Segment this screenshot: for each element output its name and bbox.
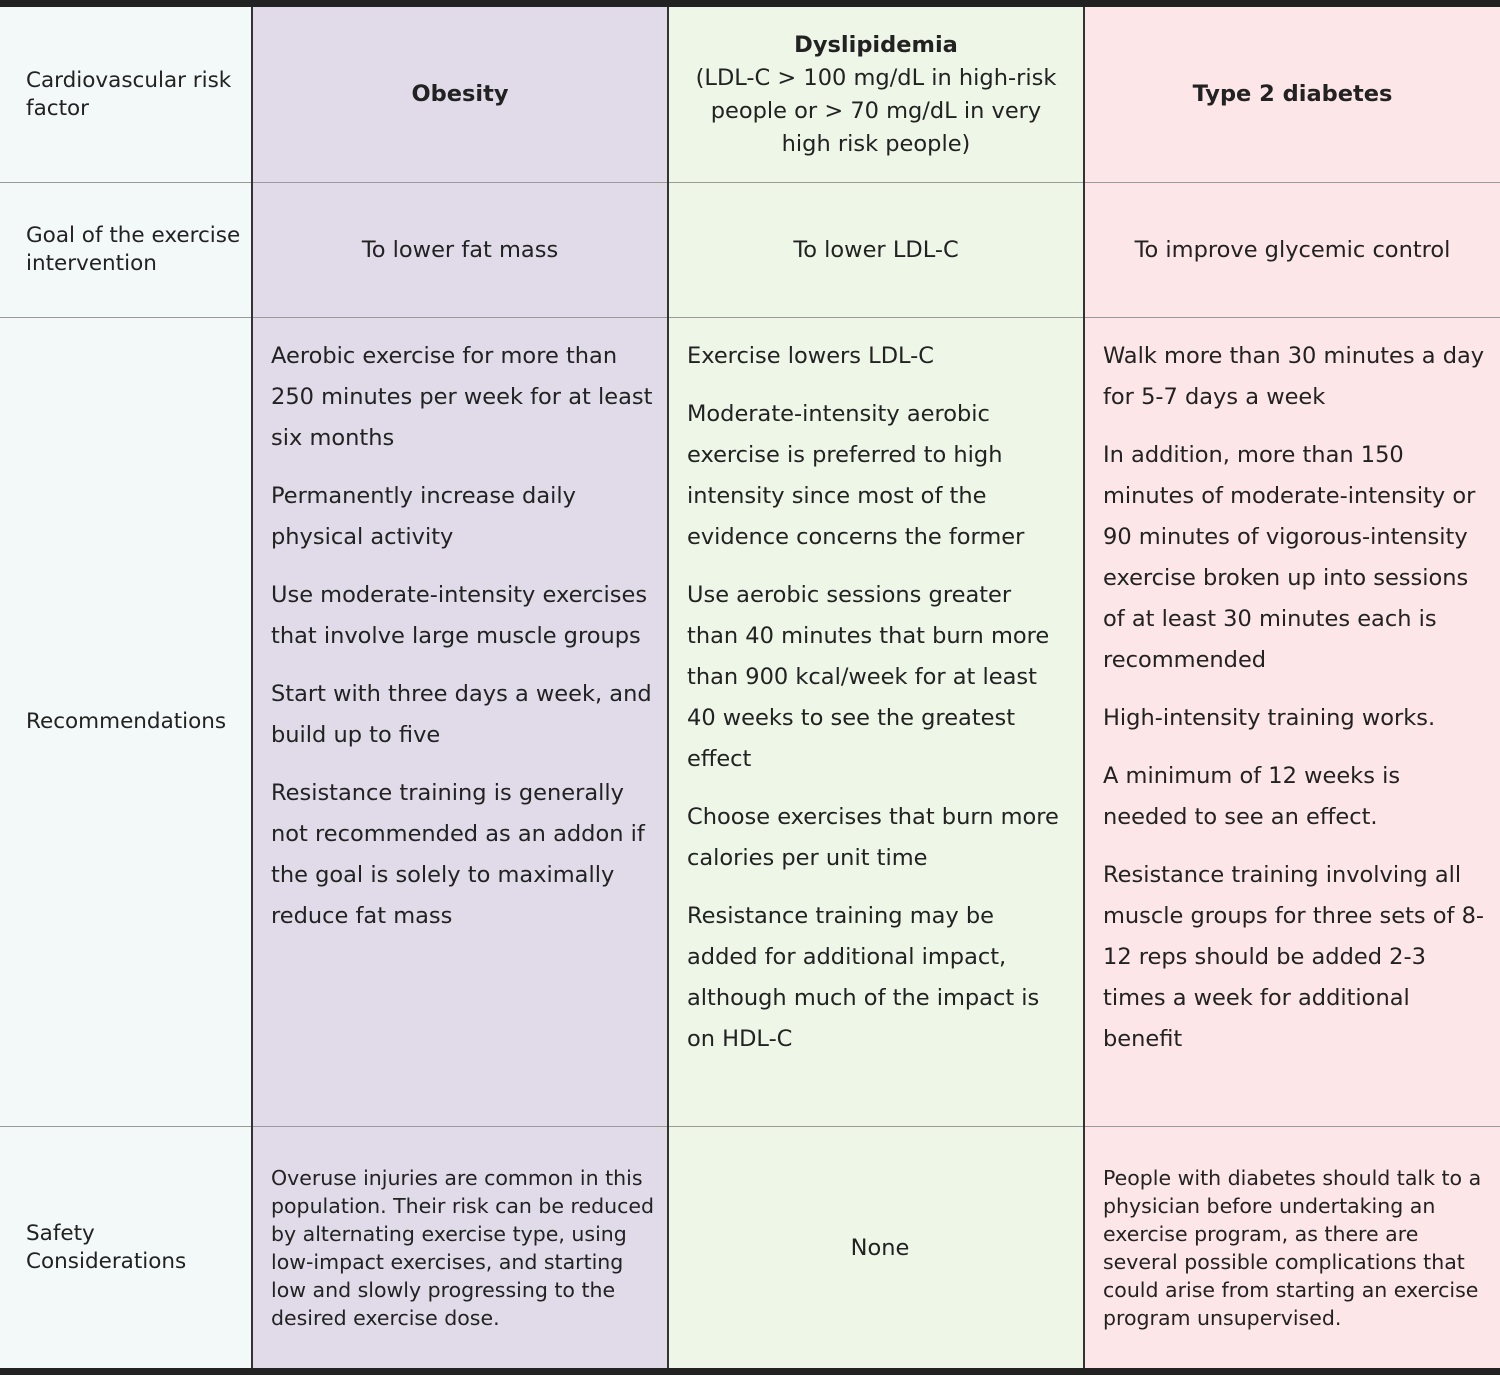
header-diabetes: Type 2 diabetes <box>1083 3 1500 183</box>
recommendation-item: Start with three days a week, and build … <box>271 681 652 748</box>
header-obesity: Obesity <box>251 3 668 183</box>
recommendation-item: Resistance training involving all muscle… <box>1103 862 1485 1052</box>
recommendation-item: Resistance training may be added for add… <box>687 903 1040 1052</box>
row-label: Recommendations <box>0 317 252 1127</box>
safety-dyslipidemia: None <box>667 1126 1084 1372</box>
goal-obesity: To lower fat mass <box>251 182 668 318</box>
recommendation-item: Permanently increase daily physical acti… <box>271 483 576 550</box>
recommendation-item: Use moderate-intensity exercises that in… <box>271 582 648 649</box>
header-dyslipidemia: Dyslipidemia (LDL-C > 100 mg/dL in high-r… <box>667 3 1084 183</box>
recommendation-item: Walk more than 30 minutes a day for 5-7 … <box>1103 343 1485 410</box>
goal-diabetes: To improve glycemic control <box>1083 182 1500 318</box>
row-label: Goal of the exercise intervention <box>0 182 252 318</box>
header-dyslipidemia-subtitle: (LDL-C > 100 mg/dL in high-risk people o… <box>695 64 1057 157</box>
recommendation-item: High-intensity training works. <box>1103 705 1436 731</box>
recommendation-item: A minimum of 12 weeks is needed to see a… <box>1103 763 1401 830</box>
goal-dyslipidemia: To lower LDL-C <box>667 182 1084 318</box>
safety-diabetes: People with diabetes should talk to a ph… <box>1083 1126 1500 1372</box>
recommendation-item: Use aerobic sessions greater than 40 min… <box>687 582 1050 772</box>
safety-row: Safety Considerations Overuse injuries a… <box>0 1126 1500 1372</box>
row-label: Safety Considerations <box>0 1126 252 1372</box>
recommendations-row: Recommendations Aerobic exercise for mor… <box>0 317 1500 1127</box>
row-label: Cardiovascular risk factor <box>0 3 252 183</box>
recommendation-item: Resistance training is generally not rec… <box>271 780 645 929</box>
goal-row: Goal of the exercise intervention To low… <box>0 182 1500 318</box>
recommendation-item: Moderate-intensity aerobic exercise is p… <box>687 401 1025 550</box>
recommendation-item: Choose exercises that burn more calories… <box>687 804 1059 871</box>
risk-factor-row: Cardiovascular risk factor Obesity Dysli… <box>0 3 1500 183</box>
recommendations-dyslipidemia: Exercise lowers LDL-C Moderate-intensity… <box>667 317 1084 1127</box>
recommendation-item: Aerobic exercise for more than 250 minut… <box>271 343 653 451</box>
header-obesity-title: Obesity <box>411 81 509 107</box>
recommendations-diabetes: Walk more than 30 minutes a day for 5-7 … <box>1083 317 1500 1127</box>
safety-obesity: Overuse injuries are common in this popu… <box>251 1126 668 1372</box>
header-diabetes-title: Type 2 diabetes <box>1192 81 1393 107</box>
recommendation-item: Exercise lowers LDL-C <box>687 343 934 369</box>
recommendations-obesity: Aerobic exercise for more than 250 minut… <box>251 317 668 1127</box>
recommendation-item: In addition, more than 150 minutes of mo… <box>1103 442 1476 673</box>
header-dyslipidemia-title: Dyslipidemia <box>794 31 958 58</box>
